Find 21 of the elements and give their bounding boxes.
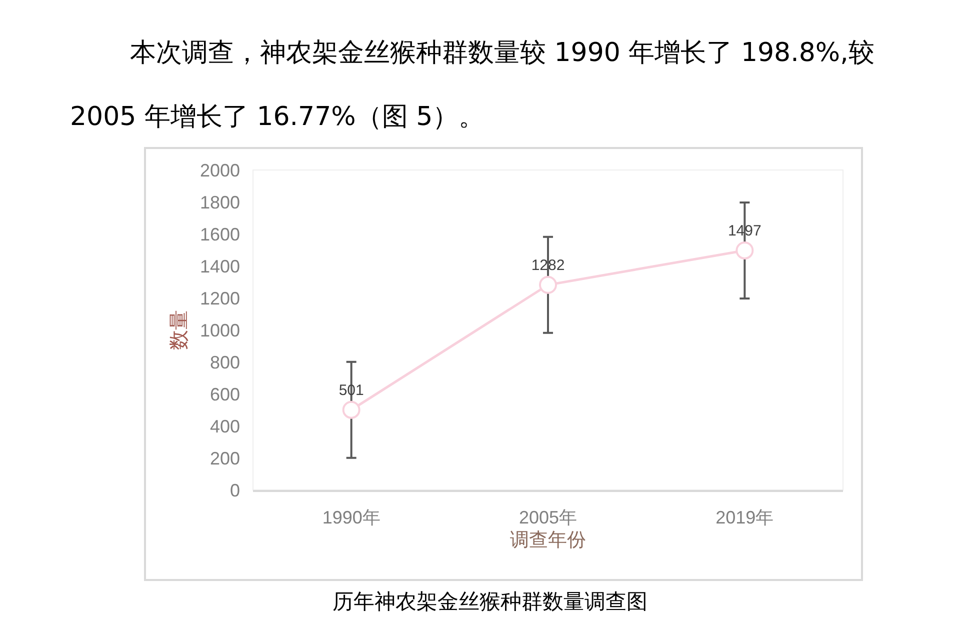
text: 历年神农架金丝猴种群数量调查图: [332, 589, 648, 614]
x-tick-label: 2019年: [716, 508, 774, 528]
y-tick-label: 800: [210, 352, 240, 372]
y-tick-label: 200: [210, 448, 240, 468]
y-tick-label: 1600: [200, 224, 240, 244]
y-tick-label: 1800: [200, 192, 240, 212]
x-axis-title: 调查年份: [510, 530, 586, 551]
y-axis-title: 数量: [168, 310, 190, 350]
y-tick-label: 400: [210, 416, 240, 436]
y-tick-label: 1200: [200, 288, 240, 308]
text: 本次调查，神农架金丝猴种群数量较 1990 年增长了 198.8%,较 2005 年增长了 16.77%（图 5）。: [70, 38, 874, 132]
y-tick-label: 0: [230, 480, 240, 500]
y-tick-label: 600: [210, 384, 240, 404]
y-tick-label: 1400: [200, 256, 240, 276]
x-tick-label: 1990年: [322, 508, 380, 528]
y-tick-label: 2000: [200, 160, 240, 180]
point: [736, 241, 754, 260]
point: [539, 276, 557, 294]
x-tick-label: 2005年: [518, 508, 578, 528]
point: [342, 400, 360, 419]
y-tick-label: 1000: [200, 320, 240, 340]
